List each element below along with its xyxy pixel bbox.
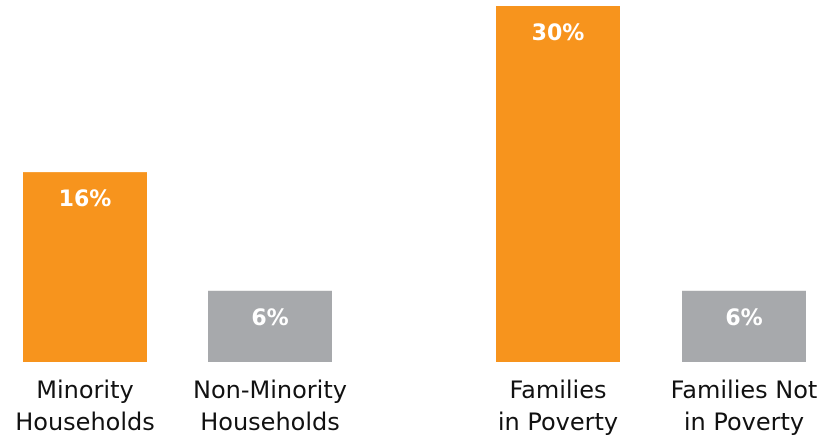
- category-label-line-2-1: in Poverty: [498, 408, 618, 436]
- category-label-1: Non-Minority Households: [193, 376, 347, 436]
- category-label-3: Families Not in Poverty: [671, 376, 818, 436]
- bar-value-label-3: 6%: [725, 306, 762, 331]
- category-label-line-3-0: Families Not: [671, 376, 818, 404]
- bar-value-label-1: 6%: [251, 306, 288, 331]
- category-label-line-3-1: in Poverty: [684, 408, 804, 436]
- bar-1: [208, 290, 332, 362]
- category-label-line-1-1: Households: [200, 408, 340, 436]
- category-label-line-1-0: Non-Minority: [193, 376, 347, 404]
- bar-value-label-2: 30%: [532, 21, 585, 46]
- category-label-2: Families in Poverty: [498, 376, 618, 436]
- category-label-0: Minority Households: [15, 376, 155, 436]
- bar-0: [23, 172, 147, 362]
- bar-3: [682, 290, 806, 362]
- bar-value-label-0: 16%: [59, 187, 112, 212]
- category-label-line-0-0: Minority: [36, 376, 133, 404]
- category-label-line-0-1: Households: [15, 408, 155, 436]
- category-label-line-2-0: Families: [510, 376, 607, 404]
- bar-2: [496, 6, 620, 362]
